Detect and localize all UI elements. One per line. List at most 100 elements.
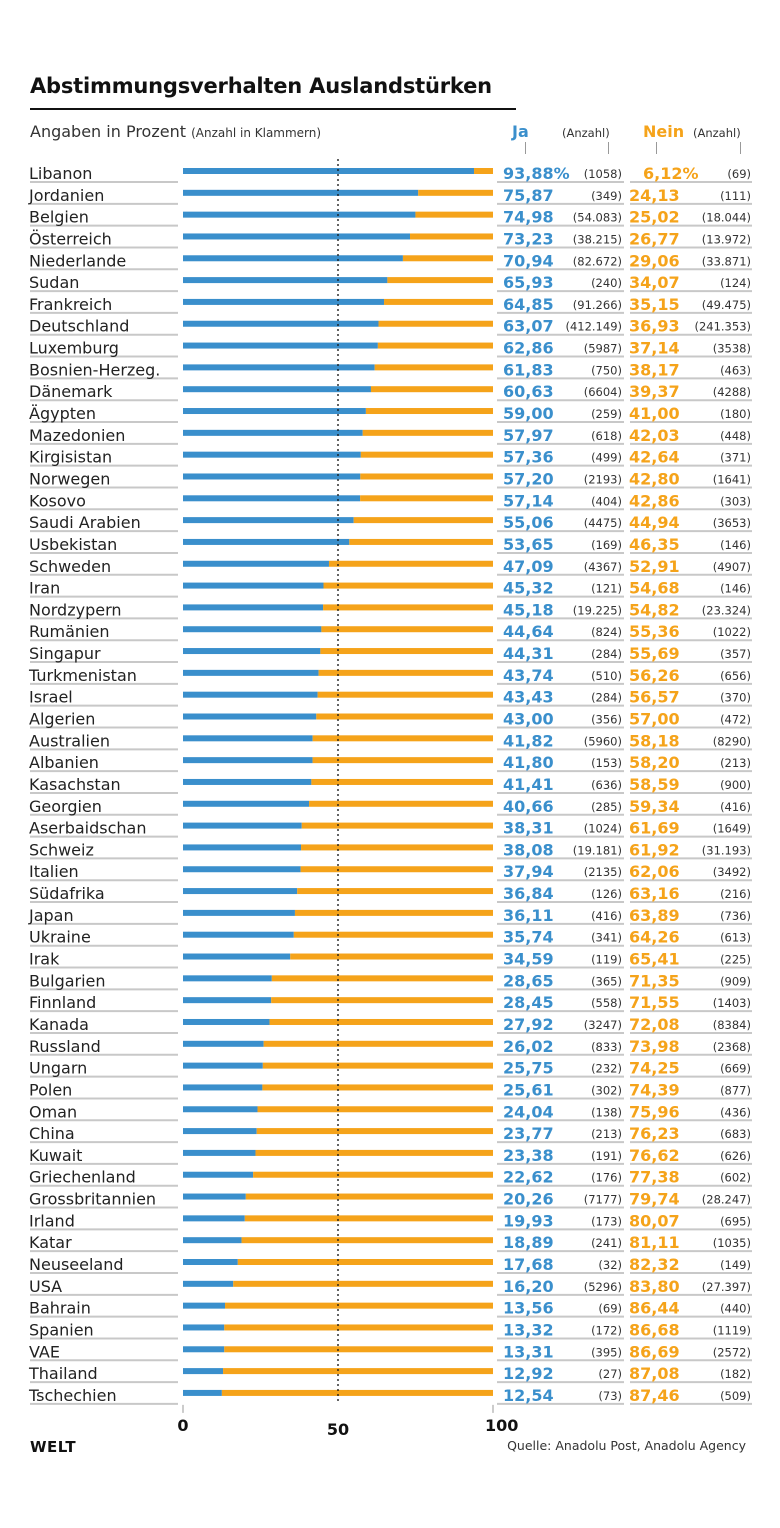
count-ja: (38.215): [573, 232, 622, 246]
value-ja: 45,18: [503, 600, 554, 619]
value-ja: 57,97: [503, 426, 554, 445]
count-nein: (8384): [713, 1018, 751, 1032]
value-nein: 80,07: [629, 1211, 680, 1230]
value-nein: 77,38: [629, 1168, 680, 1187]
value-ja: 93,88%: [503, 164, 570, 183]
country-label: Bahrain: [29, 1299, 91, 1318]
bar-nein: [418, 189, 493, 196]
count-nein: (357): [720, 647, 751, 661]
bar-nein: [377, 342, 493, 349]
count-ja: (2193): [584, 472, 622, 486]
value-ja: 23,77: [503, 1124, 554, 1143]
value-ja: 57,14: [503, 491, 554, 510]
country-label: Griechenland: [29, 1168, 136, 1187]
axis-tick-label: 0: [177, 1416, 188, 1435]
bar-ja: [183, 1084, 263, 1091]
country-label: Japan: [28, 906, 74, 925]
country-label: Neuseeland: [29, 1255, 124, 1274]
value-ja: 62,86: [503, 339, 554, 358]
bar-ja: [183, 560, 329, 567]
bar-ja: [183, 255, 403, 262]
axis-tick-label: 50: [327, 1420, 349, 1439]
country-label: Iran: [29, 579, 60, 598]
count-ja: (284): [591, 691, 622, 705]
count-nein: (1403): [713, 996, 751, 1010]
value-ja: 25,75: [503, 1059, 554, 1078]
count-nein: (509): [720, 1389, 751, 1403]
value-nein: 63,89: [629, 906, 680, 925]
value-nein: 64,26: [629, 928, 680, 947]
value-ja: 34,59: [503, 950, 554, 969]
value-ja: 41,80: [503, 753, 554, 772]
count-ja: (169): [591, 538, 622, 552]
value-ja: 64,85: [503, 295, 554, 314]
value-nein: 75,96: [629, 1102, 680, 1121]
count-ja: (4475): [584, 516, 622, 530]
value-nein: 54,82: [629, 600, 680, 619]
bar-ja: [183, 866, 301, 873]
value-ja: 35,74: [503, 928, 554, 947]
count-ja: (412.149): [565, 320, 622, 334]
value-nein: 58,18: [629, 731, 680, 750]
country-label: Tschechien: [28, 1386, 117, 1405]
count-nein: (2572): [713, 1345, 751, 1359]
value-nein: 61,92: [629, 840, 680, 859]
count-ja: (349): [591, 189, 622, 203]
value-ja: 41,41: [503, 775, 554, 794]
value-nein: 34,07: [629, 273, 680, 292]
bar-nein: [309, 800, 493, 807]
value-nein: 79,74: [629, 1190, 680, 1209]
count-ja: (6604): [584, 385, 622, 399]
bar-ja: [183, 408, 366, 415]
country-label: Grossbritannien: [29, 1190, 156, 1209]
bar-nein: [410, 233, 493, 240]
bar-ja: [183, 495, 361, 502]
count-nein: (180): [720, 407, 751, 421]
count-nein: (49.475): [702, 298, 751, 312]
value-nein: 74,25: [629, 1059, 680, 1078]
header-tick-nein-count: [740, 142, 741, 154]
bar-nein: [321, 626, 493, 633]
count-nein: (370): [720, 691, 751, 705]
count-nein: (436): [720, 1105, 751, 1119]
value-nein: 46,35: [629, 535, 680, 554]
count-ja: (499): [591, 451, 622, 465]
count-nein: (463): [720, 363, 751, 377]
value-nein: 6,12%: [643, 164, 699, 183]
country-label: Deutschland: [29, 317, 129, 336]
bar-nein: [301, 844, 493, 851]
count-ja: (341): [591, 931, 622, 945]
count-ja: (5960): [584, 734, 622, 748]
axis-tick-label: 100: [485, 1416, 518, 1435]
value-ja: 13,31: [503, 1342, 554, 1361]
count-nein: (1119): [713, 1323, 751, 1337]
value-ja: 25,61: [503, 1080, 554, 1099]
bar-nein: [474, 168, 493, 174]
count-nein: (18.044): [702, 211, 751, 225]
value-nein: 86,44: [629, 1299, 680, 1318]
value-nein: 52,91: [629, 557, 680, 576]
column-header-nein: Nein: [643, 122, 685, 141]
value-ja: 73,23: [503, 229, 554, 248]
country-label: Israel: [29, 688, 73, 707]
value-nein: 42,80: [629, 469, 680, 488]
value-ja: 43,00: [503, 710, 554, 729]
value-nein: 83,80: [629, 1277, 680, 1296]
value-nein: 42,03: [629, 426, 680, 445]
value-nein: 73,98: [629, 1037, 680, 1056]
count-ja: (191): [591, 1149, 622, 1163]
value-nein: 57,00: [629, 710, 680, 729]
bar-nein: [221, 1389, 493, 1396]
value-ja: 22,62: [503, 1168, 554, 1187]
count-ja: (636): [591, 778, 622, 792]
bar-nein: [328, 560, 493, 567]
count-ja: (618): [591, 429, 622, 443]
value-nein: 25,02: [629, 208, 680, 227]
bar-nein: [257, 1106, 493, 1113]
bar-ja: [183, 1346, 225, 1353]
country-label: Frankreich: [29, 295, 112, 314]
value-ja: 59,00: [503, 404, 554, 423]
value-nein: 72,08: [629, 1015, 680, 1034]
value-ja: 74,98: [503, 208, 554, 227]
count-nein: (225): [720, 953, 751, 967]
